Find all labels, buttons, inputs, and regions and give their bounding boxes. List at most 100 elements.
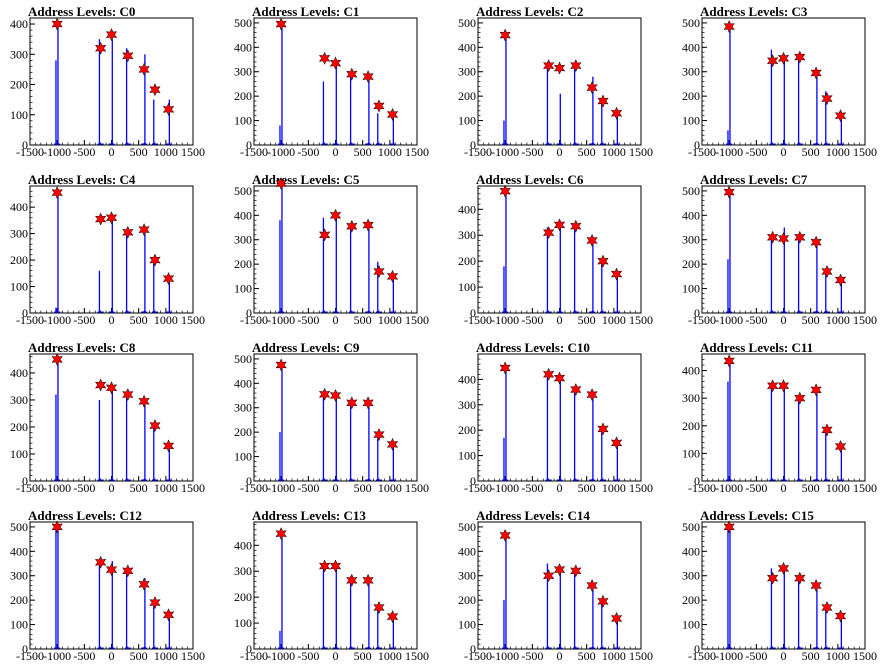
level-marker xyxy=(386,269,399,283)
level-marker xyxy=(542,367,555,381)
chart-panel-c5: Address Levels: C5 0 100 200 300 400 500 -1500-… xyxy=(224,168,448,336)
chart-svg: 0 100 200 300 400 -1500 -1000 -500 0 500 1000 1500 xyxy=(10,352,205,495)
level-marker xyxy=(821,91,833,106)
x-tick-label: 1000 xyxy=(154,313,178,327)
level-marker xyxy=(329,56,342,70)
y-tick-label: 400 xyxy=(234,376,252,390)
plot-frame xyxy=(29,185,194,314)
level-marker xyxy=(766,379,779,393)
chart-title: Address Levels: C15 xyxy=(700,508,814,523)
x-tick-label: 1000 xyxy=(378,649,402,663)
y-tick-label: 0 xyxy=(470,306,476,320)
y-tick-label: 100 xyxy=(10,447,28,461)
y-tick-label: 100 xyxy=(458,280,476,294)
x-tick-label: -1000 xyxy=(267,481,295,495)
x-tick-label: 0 xyxy=(557,313,563,327)
level-marker xyxy=(149,595,161,610)
level-marker xyxy=(149,83,161,97)
level-marker xyxy=(362,396,374,410)
y-tick-label: 200 xyxy=(234,89,252,103)
y-tick-label: 200 xyxy=(682,257,700,271)
x-tick-label: 0 xyxy=(781,481,787,495)
level-marker xyxy=(122,225,134,239)
x-tick-label: 1000 xyxy=(602,313,626,327)
level-marker xyxy=(610,106,623,120)
y-tick-label: 400 xyxy=(682,40,700,54)
x-tick-label: 500 xyxy=(130,313,148,327)
x-tick-label: 500 xyxy=(354,145,372,159)
y-tick-label: 300 xyxy=(682,233,700,247)
level-marker xyxy=(777,561,790,576)
level-marker xyxy=(766,571,779,585)
x-tick-label: -500 xyxy=(73,145,95,159)
y-tick-label: 400 xyxy=(458,40,476,54)
level-marker xyxy=(94,378,107,392)
y-tick-label: 0 xyxy=(246,474,252,488)
x-tick-label: 0 xyxy=(781,145,787,159)
y-tick-label: 300 xyxy=(234,233,252,247)
level-marker xyxy=(346,67,358,81)
chart-svg: 0 100 200 300 400 -1500 -1000 -500 0 500 1000 1500 xyxy=(10,185,205,327)
y-tick-label: 100 xyxy=(458,114,476,128)
x-tick-label: -500 xyxy=(521,313,543,327)
x-tick-label: 500 xyxy=(578,649,596,663)
y-tick-label: 0 xyxy=(22,474,28,488)
level-marker xyxy=(723,354,735,368)
y-tick-label: 300 xyxy=(234,65,252,79)
x-tick-label: -1500 xyxy=(688,313,716,327)
level-marker xyxy=(318,228,331,242)
y-tick-label: 200 xyxy=(458,593,476,607)
y-tick-label: 100 xyxy=(234,616,252,630)
level-marker xyxy=(586,233,598,248)
x-tick-label: -500 xyxy=(73,313,95,327)
level-marker xyxy=(122,564,134,578)
level-marker xyxy=(105,381,118,395)
y-tick-label: 0 xyxy=(470,642,476,656)
chart-title: Address Levels: C4 xyxy=(28,172,136,187)
x-tick-label: -500 xyxy=(297,313,319,327)
chart-panel-c7: Address Levels: C7 0 100 200 300 400 500 -1500-… xyxy=(672,168,896,336)
level-marker xyxy=(162,102,175,116)
y-tick-label: 400 xyxy=(234,538,252,552)
level-marker xyxy=(794,230,806,244)
x-tick-label: 1500 xyxy=(405,313,429,327)
chart-svg: 0 100 200 300 400 -1500 -1000 -500 0 500 1000 1500 xyxy=(458,184,653,327)
x-tick-label: 1500 xyxy=(629,481,653,495)
chart-panel-c12: Address Levels: C12 0 100 200 300 400 500 -1500… xyxy=(0,504,224,672)
x-tick-label: 1000 xyxy=(826,145,850,159)
y-tick-label: 400 xyxy=(10,366,28,380)
y-tick-label: 100 xyxy=(234,450,252,464)
y-tick-label: 200 xyxy=(458,254,476,268)
level-marker xyxy=(542,226,555,240)
x-tick-label: 1500 xyxy=(405,145,429,159)
x-tick-label: -1500 xyxy=(16,313,44,327)
plot-frame xyxy=(477,185,642,314)
chart-panel-c2: Address Levels: C2 0 100 200 300 400 500 -1500-… xyxy=(448,0,672,168)
chart-svg: 0 100 200 300 400 -1500 -1000 -500 0 500 1000 1500 xyxy=(682,353,877,495)
plot-frame xyxy=(701,521,866,650)
y-tick-label: 200 xyxy=(10,420,28,434)
x-tick-label: -500 xyxy=(521,481,543,495)
plot-frame xyxy=(701,353,866,482)
y-tick-label: 0 xyxy=(22,306,28,320)
chart-title: Address Levels: C7 xyxy=(700,172,808,187)
level-marker xyxy=(821,600,833,615)
x-tick-label: 500 xyxy=(354,313,372,327)
x-tick-label: -500 xyxy=(297,649,319,663)
x-tick-label: -1500 xyxy=(464,145,492,159)
y-tick-label: 400 xyxy=(682,544,700,558)
chart-panel-c15: Address Levels: C15 0 100 200 300 400 500 -1500… xyxy=(672,504,896,672)
y-tick-label: 0 xyxy=(694,138,700,152)
level-marker xyxy=(542,569,555,583)
x-tick-label: -1500 xyxy=(240,649,268,663)
x-tick-label: 500 xyxy=(354,649,372,663)
y-tick-label: 300 xyxy=(458,65,476,79)
chart-title: Address Levels: C8 xyxy=(28,340,136,355)
x-tick-label: -1000 xyxy=(43,313,71,327)
level-marker xyxy=(138,62,150,77)
x-tick-label: 500 xyxy=(802,313,820,327)
y-tick-label: 0 xyxy=(694,642,700,656)
chart-svg: 0 100 200 300 400 500 -1500 -1000 -500 0 500 1000 15… xyxy=(234,352,429,495)
level-marker xyxy=(373,600,385,615)
